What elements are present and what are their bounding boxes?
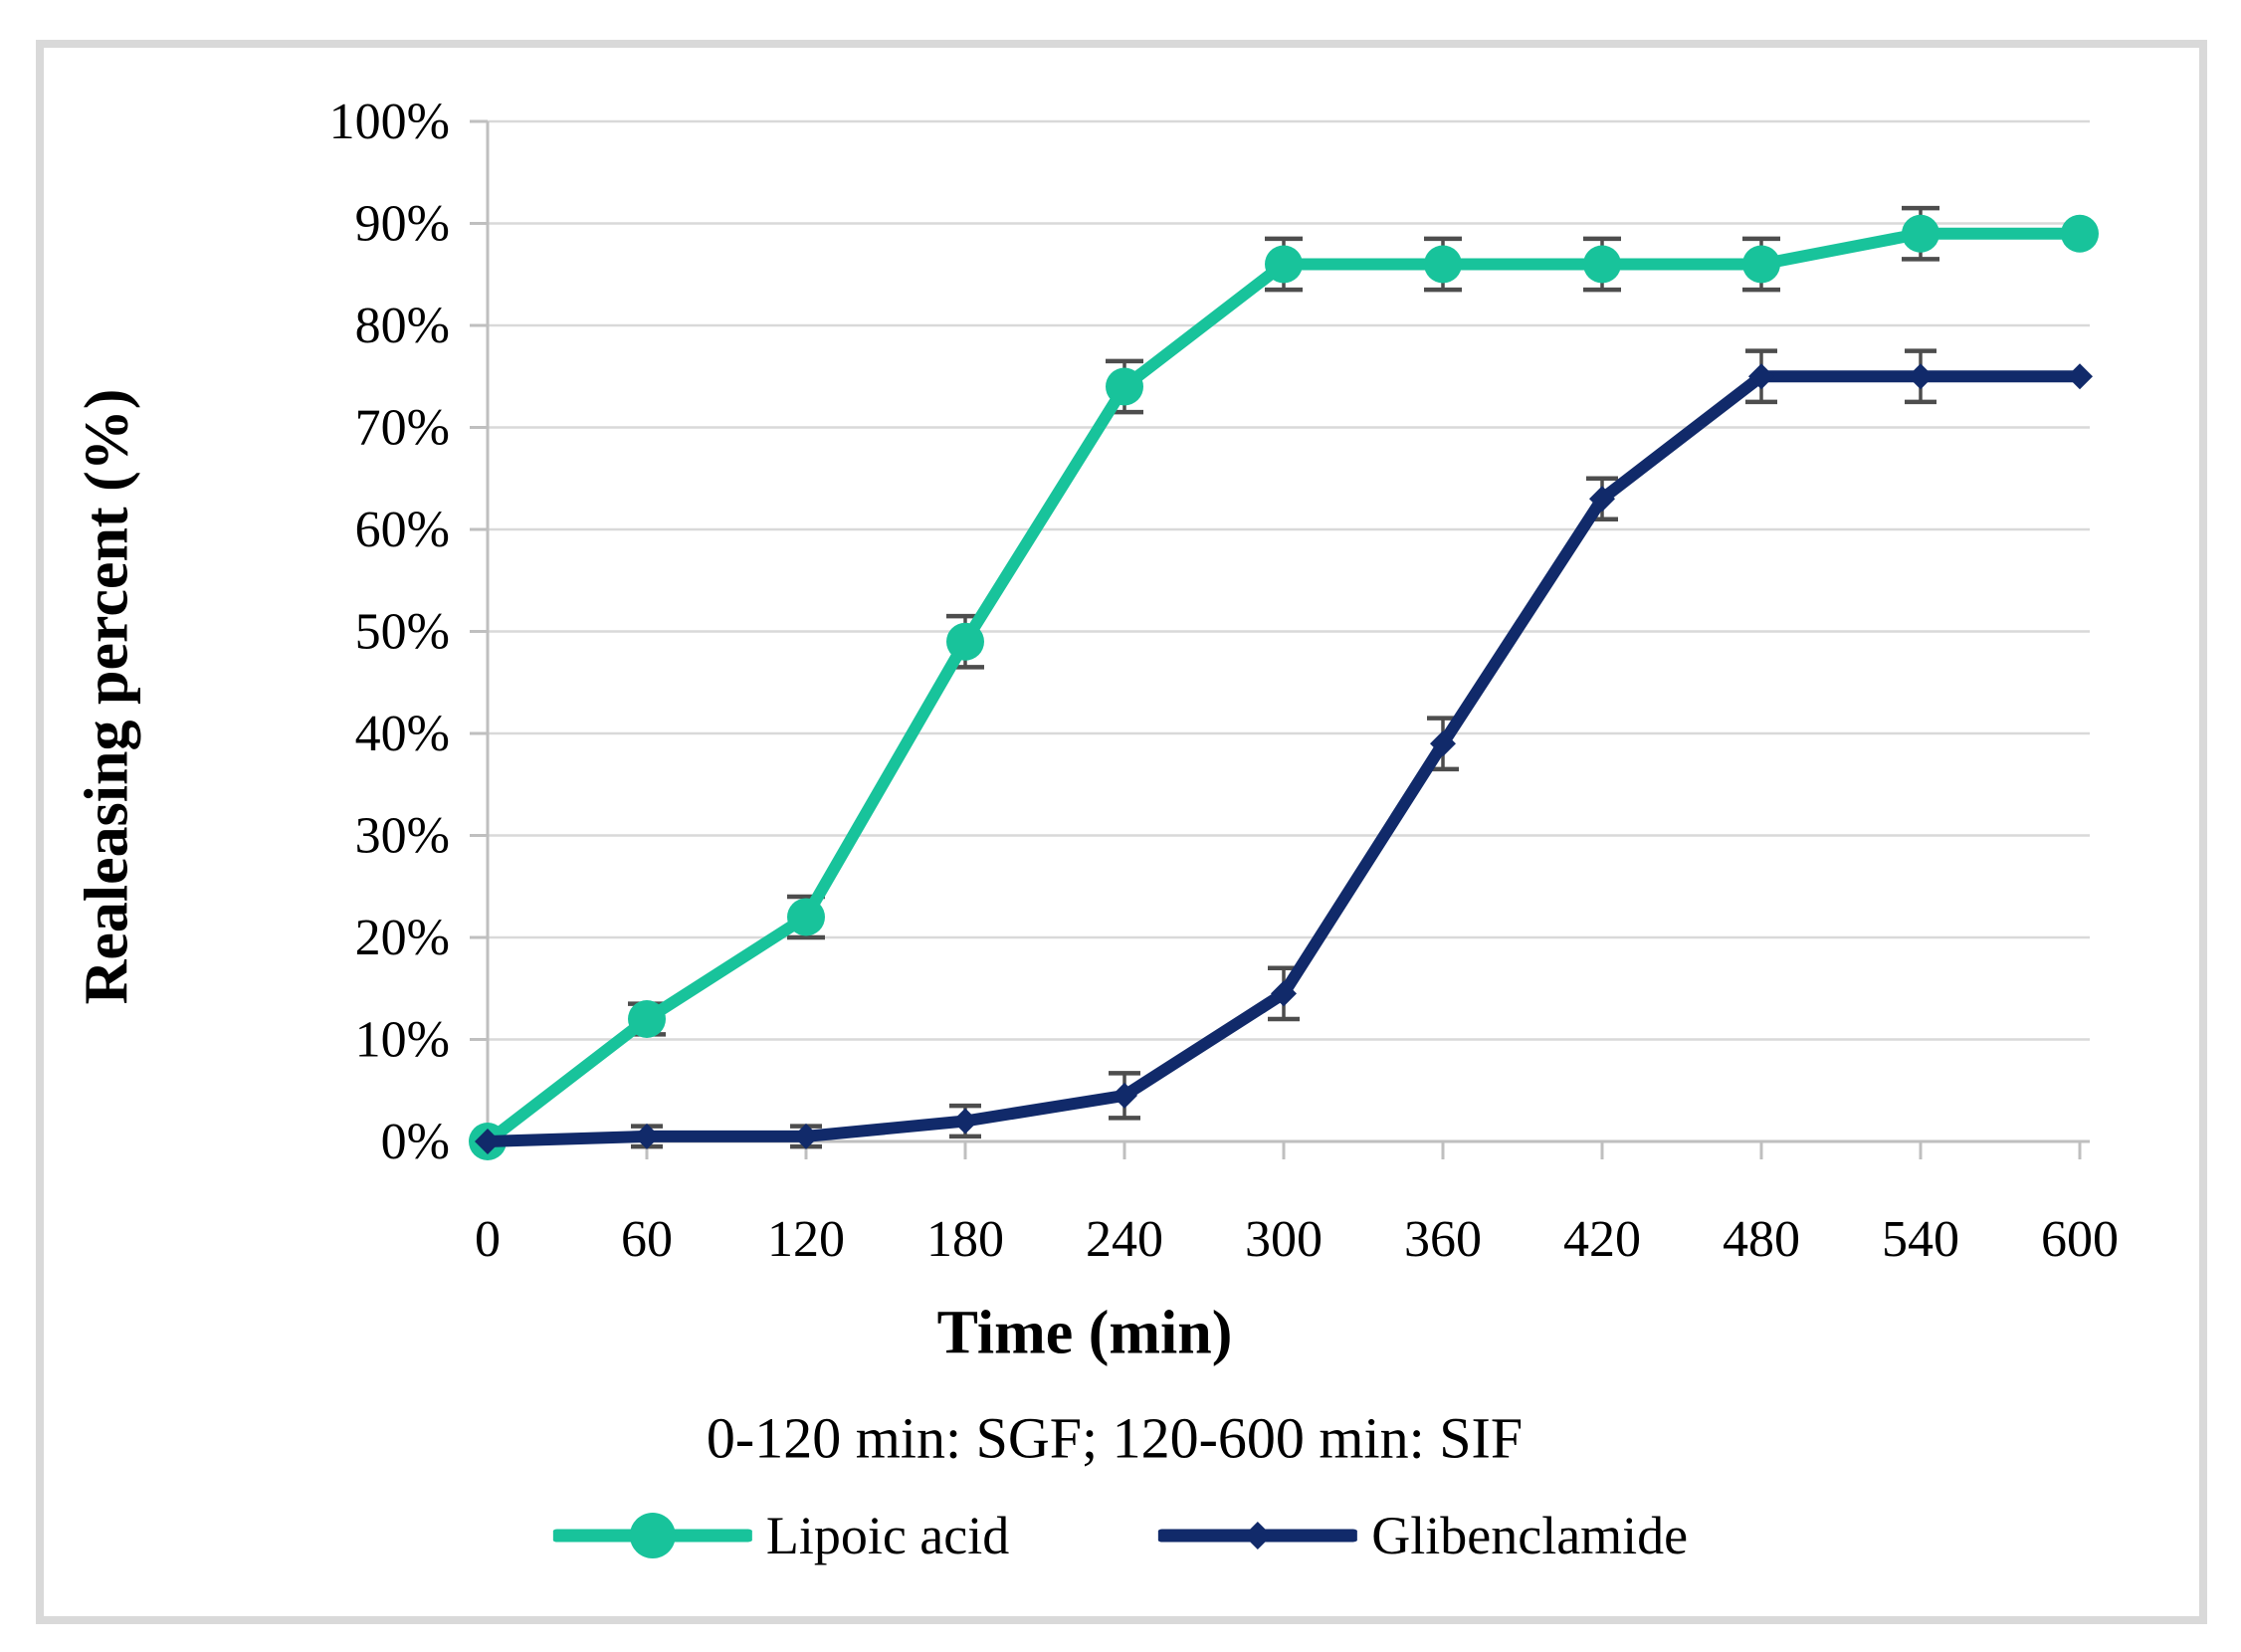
data-point-marker [1583,245,1621,284]
x-tick-label: 240 [1086,1211,1163,1268]
data-point-marker [1271,980,1297,1007]
data-point-marker [946,622,984,661]
data-point-marker [1742,245,1780,284]
y-tick-label: 10% [355,1012,450,1069]
data-point-marker [1902,214,1939,253]
y-axis-title: Realeasing percent (%) [73,388,141,1005]
legend: Lipoic acid Glibenclamide [552,1504,1688,1567]
data-point-marker [2061,214,2099,253]
legend-item-glibenclamide: Glibenclamide [1158,1504,1688,1567]
x-tick-label: 180 [926,1211,1004,1268]
x-tick-label: 0 [475,1211,501,1268]
data-point-marker [787,898,825,936]
data-point-marker [793,1123,819,1149]
data-point-marker [1106,367,1143,406]
glibenclamide-line-diamond-swatch-icon [1158,1522,1358,1549]
x-axis-title: Time (min) [936,1299,1233,1367]
x-tick-label: 120 [767,1211,845,1268]
data-point-marker [1430,730,1456,757]
data-point-marker [1424,245,1462,284]
y-tick-label: 40% [355,706,450,762]
x-axis-note: 0-120 min: SGF; 120-600 min: SIF [706,1405,1524,1471]
data-point-marker [1589,486,1615,513]
y-tick-label: 100% [329,94,450,150]
x-tick-label: 540 [1882,1211,1959,1268]
x-tick-label: 60 [621,1211,673,1268]
y-tick-label: 60% [355,502,450,558]
data-point-marker [628,1000,666,1038]
legend-label-glibenclamide: Glibenclamide [1371,1506,1689,1565]
data-point-marker [1265,245,1303,284]
data-point-marker [1748,363,1774,390]
lipoic-acid-line-circle-swatch-icon [552,1513,752,1558]
chart-frame [36,40,2207,1624]
data-point-marker [1112,1082,1137,1109]
y-tick-label: 50% [355,604,450,661]
data-point-marker [475,1129,501,1154]
legend-item-lipoic-acid: Lipoic acid [552,1504,1010,1567]
x-tick-label: 360 [1404,1211,1482,1268]
data-point-marker [2067,363,2093,390]
y-tick-label: 70% [355,400,450,457]
x-tick-label: 420 [1563,1211,1641,1268]
y-tick-label: 90% [355,196,450,253]
y-tick-label: 0% [381,1114,450,1170]
data-point-marker [1908,363,1934,390]
y-tick-label: 20% [355,910,450,966]
y-tick-label: 30% [355,808,450,865]
x-tick-label: 480 [1723,1211,1800,1268]
y-tick-label: 80% [355,298,450,354]
data-point-marker [952,1108,978,1135]
x-tick-label: 600 [2041,1211,2119,1268]
x-tick-label: 300 [1245,1211,1323,1268]
legend-label-lipoic-acid: Lipoic acid [765,1506,1010,1565]
data-point-marker [634,1123,660,1149]
series-line-1 [482,370,2086,1147]
